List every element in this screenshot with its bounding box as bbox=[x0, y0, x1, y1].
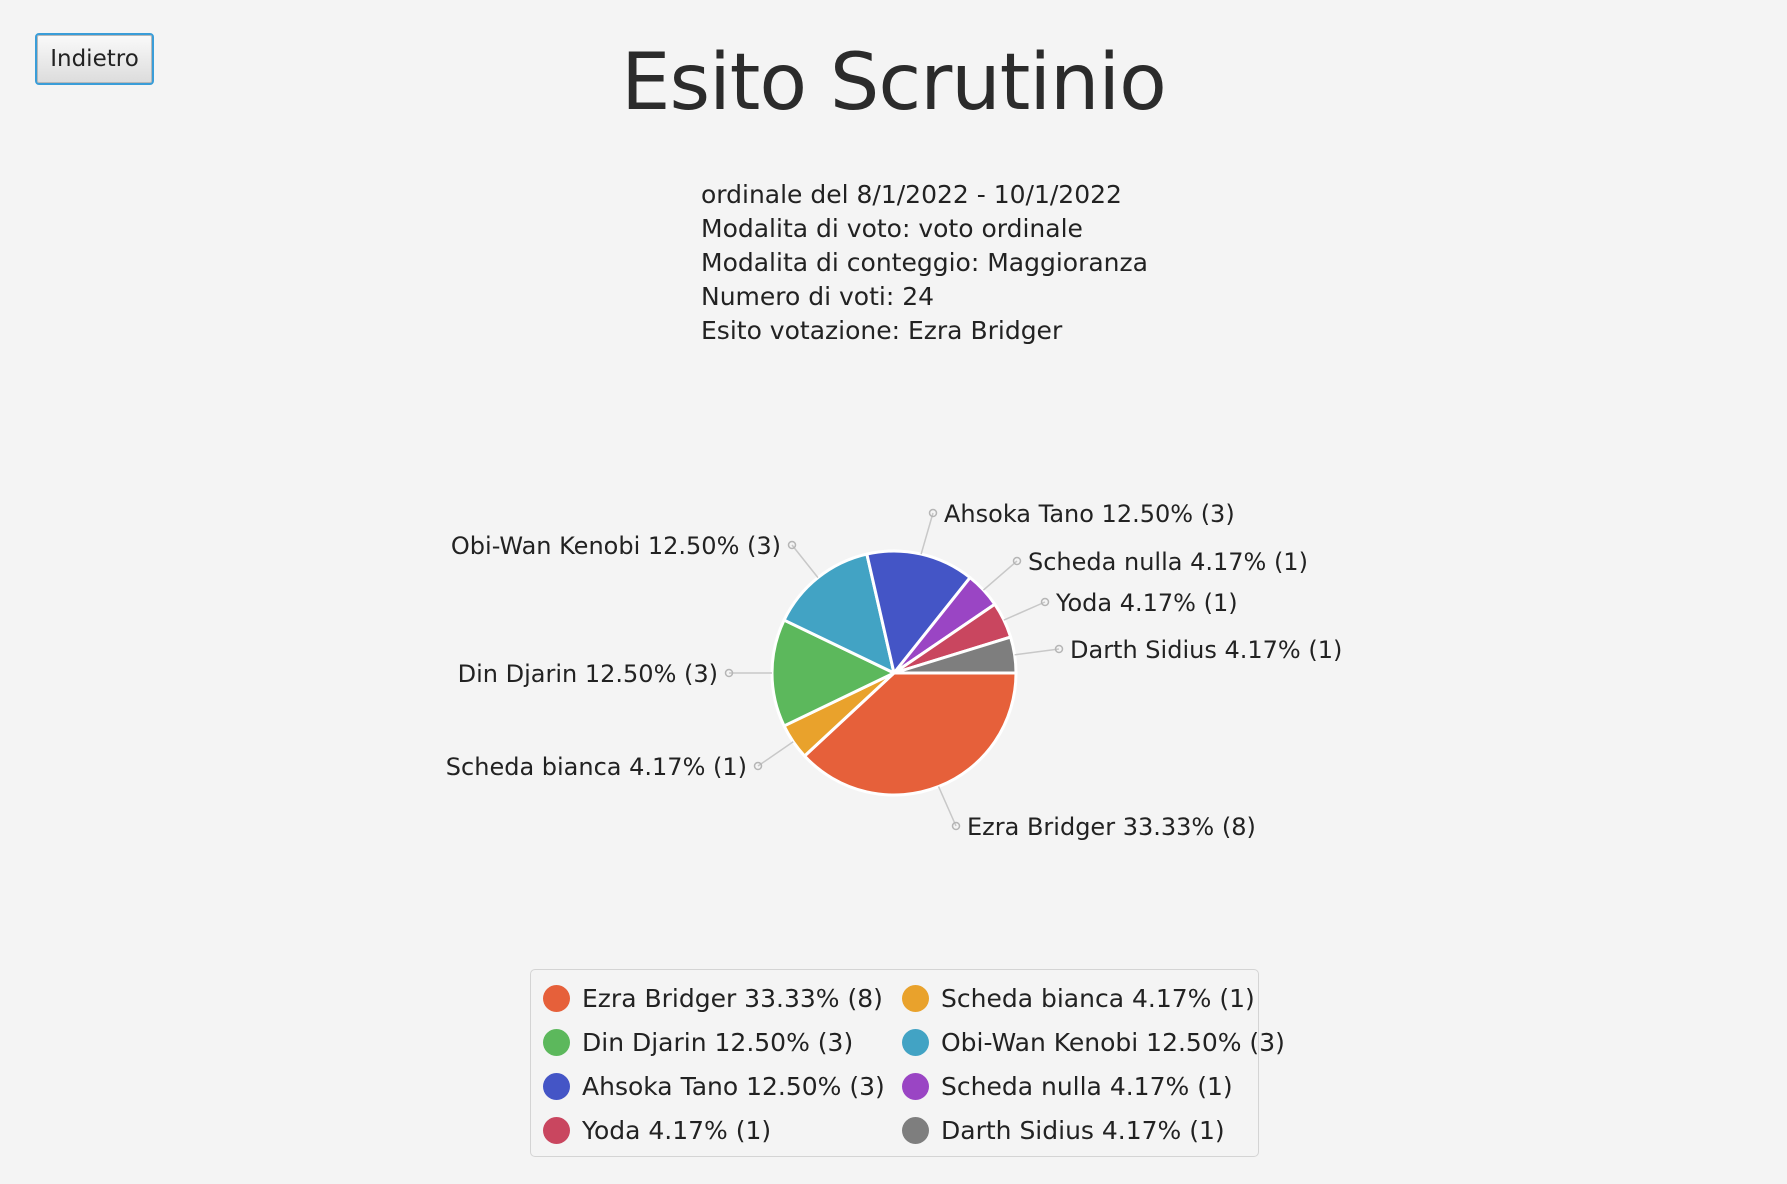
pie-slice-obi-wan-kenobi bbox=[782, 552, 896, 675]
election-info: ordinale del 8/1/2022 - 10/1/2022 Modali… bbox=[701, 178, 1148, 348]
pie-label-din-djarin: Din Djarin 12.50% (3) bbox=[458, 660, 718, 688]
legend-item-scheda-bianca: Scheda bianca 4.17% (1) bbox=[902, 983, 1255, 1013]
leader-line-darth-sidius bbox=[1014, 648, 1060, 656]
pie-label-ezra-bridger: Ezra Bridger 33.33% (8) bbox=[967, 813, 1256, 841]
page-title: Esito Scrutinio bbox=[621, 38, 1167, 128]
pie-label-ahsoka-tano: Ahsoka Tano 12.50% (3) bbox=[944, 500, 1235, 528]
legend-label-din-djarin: Din Djarin 12.50% (3) bbox=[582, 1027, 854, 1057]
legend-swatch-ezra-bridger bbox=[543, 984, 570, 1012]
legend-swatch-scheda-bianca bbox=[902, 984, 929, 1012]
pie-slice-ahsoka-tano bbox=[865, 549, 972, 675]
legend-label-darth-sidius: Darth Sidius 4.17% (1) bbox=[941, 1115, 1225, 1145]
leader-dot-obi-wan-kenobi bbox=[787, 540, 797, 550]
legend-swatch-ahsoka-tano bbox=[543, 1072, 570, 1100]
pie-slice-din-djarin bbox=[770, 618, 896, 728]
pie-label-scheda-nulla: Scheda nulla 4.17% (1) bbox=[1028, 548, 1308, 576]
legend-label-ahsoka-tano: Ahsoka Tano 12.50% (3) bbox=[582, 1071, 885, 1101]
legend-item-obi-wan-kenobi: Obi-Wan Kenobi 12.50% (3) bbox=[902, 1027, 1285, 1057]
legend-label-ezra-bridger: Ezra Bridger 33.33% (8) bbox=[582, 983, 883, 1013]
legend-item-ahsoka-tano: Ahsoka Tano 12.50% (3) bbox=[543, 1071, 885, 1101]
legend-swatch-obi-wan-kenobi bbox=[902, 1028, 929, 1056]
legend-swatch-darth-sidius bbox=[902, 1116, 929, 1144]
leader-dot-scheda-nulla bbox=[1012, 556, 1022, 566]
legend-item-yoda: Yoda 4.17% (1) bbox=[543, 1115, 771, 1145]
legend-item-scheda-nulla: Scheda nulla 4.17% (1) bbox=[902, 1071, 1233, 1101]
leader-line-obi-wan-kenobi bbox=[791, 544, 819, 579]
counting-mode: Modalita di conteggio: Maggioranza bbox=[701, 248, 1148, 277]
legend-swatch-yoda bbox=[543, 1116, 570, 1144]
back-button[interactable]: Indietro bbox=[35, 33, 154, 85]
voting-mode: Modalita di voto: voto ordinale bbox=[701, 214, 1083, 243]
legend-item-din-djarin: Din Djarin 12.50% (3) bbox=[543, 1027, 853, 1057]
leader-dot-yoda bbox=[1040, 597, 1050, 607]
legend-label-obi-wan-kenobi: Obi-Wan Kenobi 12.50% (3) bbox=[941, 1027, 1285, 1057]
election-period: ordinale del 8/1/2022 - 10/1/2022 bbox=[701, 180, 1122, 209]
vote-count: Numero di voti: 24 bbox=[701, 282, 935, 311]
leader-dot-darth-sidius bbox=[1054, 644, 1064, 654]
leader-line-ahsoka-tano bbox=[920, 512, 934, 555]
leader-line-scheda-bianca bbox=[757, 741, 794, 767]
pie-label-darth-sidius: Darth Sidius 4.17% (1) bbox=[1070, 636, 1342, 664]
legend-swatch-scheda-nulla bbox=[902, 1072, 929, 1100]
leader-dot-scheda-bianca bbox=[753, 761, 763, 771]
leader-dot-ahsoka-tano bbox=[928, 508, 938, 518]
election-result: Esito votazione: Ezra Bridger bbox=[701, 316, 1063, 345]
leader-line-yoda bbox=[1003, 601, 1046, 621]
pie-label-obi-wan-kenobi: Obi-Wan Kenobi 12.50% (3) bbox=[451, 532, 781, 560]
legend-item-darth-sidius: Darth Sidius 4.17% (1) bbox=[902, 1115, 1225, 1145]
legend-label-scheda-nulla: Scheda nulla 4.17% (1) bbox=[941, 1071, 1233, 1101]
pie-slice-ezra-bridger bbox=[803, 671, 1018, 797]
legend-label-scheda-bianca: Scheda bianca 4.17% (1) bbox=[941, 983, 1255, 1013]
leader-dot-din-djarin bbox=[724, 668, 734, 678]
legend-label-yoda: Yoda 4.17% (1) bbox=[582, 1115, 772, 1145]
pie-slice-darth-sidius bbox=[892, 635, 1018, 675]
leader-line-ezra-bridger bbox=[937, 786, 957, 827]
legend-swatch-din-djarin bbox=[543, 1028, 570, 1056]
legend-item-ezra-bridger: Ezra Bridger 33.33% (8) bbox=[543, 983, 883, 1013]
chart-legend: Ezra Bridger 33.33% (8) Scheda bianca 4.… bbox=[530, 969, 1285, 1157]
leader-line-scheda-nulla bbox=[982, 560, 1018, 591]
pie-label-yoda: Yoda 4.17% (1) bbox=[1055, 589, 1238, 617]
pie-label-scheda-bianca: Scheda bianca 4.17% (1) bbox=[446, 753, 747, 781]
leader-dot-ezra-bridger bbox=[951, 821, 961, 831]
